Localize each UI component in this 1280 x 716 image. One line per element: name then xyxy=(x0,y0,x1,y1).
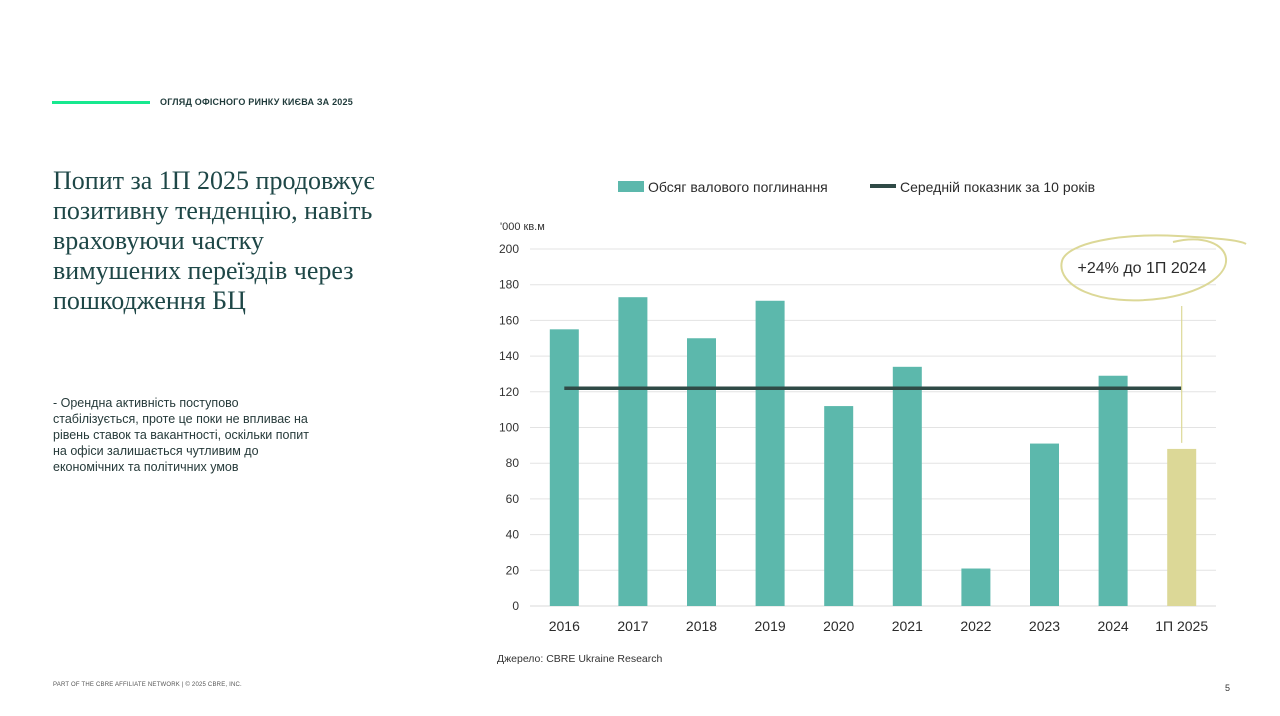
legend-bar-swatch xyxy=(618,181,644,192)
x-tick-label: 2016 xyxy=(549,618,580,634)
bar-highlight xyxy=(1167,448,1197,606)
bar xyxy=(549,329,579,606)
y-tick-label: 0 xyxy=(512,599,519,613)
header-title: ОГЛЯД ОФІСНОГО РИНКУ КИЄВА ЗА 2025 xyxy=(160,97,353,107)
bar xyxy=(961,568,991,606)
legend: Обсяг валового поглинання Середній показ… xyxy=(618,179,1095,195)
y-tick-label: 120 xyxy=(499,385,519,399)
y-tick-label: 100 xyxy=(499,421,519,435)
x-tick-label: 2021 xyxy=(892,618,923,634)
legend-line-label: Середній показник за 10 років xyxy=(900,179,1095,195)
y-tick-label: 20 xyxy=(506,563,520,577)
x-tick-label: 1П 2025 xyxy=(1155,618,1208,634)
bar xyxy=(1030,443,1059,606)
y-axis-unit-label: '000 кв.м xyxy=(500,221,545,233)
y-tick-label: 80 xyxy=(506,456,520,470)
x-tick-label: 2018 xyxy=(686,618,717,634)
headline: Попит за 1П 2025 продовжує позитивну тен… xyxy=(53,166,375,315)
legend-bar-label: Обсяг валового поглинання xyxy=(648,179,828,195)
y-tick-label: 140 xyxy=(499,349,519,363)
x-tick-label: 2020 xyxy=(823,618,854,634)
page-number: 5 xyxy=(1225,683,1231,693)
header-accent-line xyxy=(52,101,150,104)
y-tick-label: 60 xyxy=(506,492,520,506)
y-tick-label: 200 xyxy=(499,242,519,256)
bar xyxy=(892,366,922,606)
y-tick-label: 160 xyxy=(499,313,519,327)
x-tick-label: 2019 xyxy=(755,618,786,634)
bar xyxy=(1098,375,1128,606)
y-tick-label: 40 xyxy=(506,528,520,542)
bar xyxy=(755,300,785,606)
bar xyxy=(824,406,854,606)
x-tick-label: 2024 xyxy=(1098,618,1129,634)
bar xyxy=(618,297,648,606)
body-text: - Орендна активність поступово стабілізу… xyxy=(53,396,309,474)
x-tick-label: 2017 xyxy=(617,618,648,634)
source-note: Джерело: CBRE Ukraine Research xyxy=(497,653,663,665)
y-tick-label: 180 xyxy=(499,278,519,292)
annotation-oval xyxy=(1060,234,1247,302)
x-tick-label: 2022 xyxy=(960,618,991,634)
bar-chart: Обсяг валового поглинання Середній показ… xyxy=(499,179,1247,634)
x-tick-label: 2023 xyxy=(1029,618,1060,634)
footer-copyright: PART OF THE CBRE AFFILIATE NETWORK | © 2… xyxy=(53,682,242,688)
annotation-text: +24% до 1П 2024 xyxy=(1078,260,1207,277)
bar xyxy=(687,338,716,606)
